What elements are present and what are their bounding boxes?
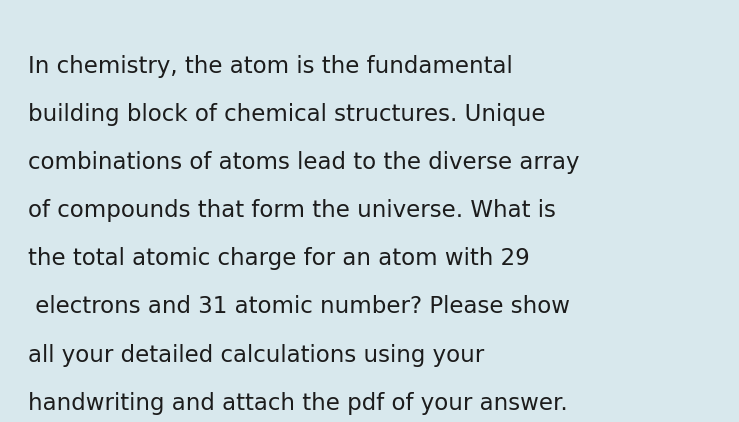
Text: electrons and 31 atomic number? Please show: electrons and 31 atomic number? Please s…: [28, 295, 570, 319]
Text: handwriting and attach the pdf of your answer.: handwriting and attach the pdf of your a…: [28, 392, 568, 415]
Text: building block of chemical structures. Unique: building block of chemical structures. U…: [28, 103, 545, 126]
Text: In chemistry, the atom is the fundamental: In chemistry, the atom is the fundamenta…: [28, 55, 513, 78]
Text: all your detailed calculations using your: all your detailed calculations using you…: [28, 344, 484, 367]
Text: combinations of atoms lead to the diverse array: combinations of atoms lead to the divers…: [28, 151, 579, 174]
Text: of compounds that form the universe. What is: of compounds that form the universe. Wha…: [28, 199, 556, 222]
Text: the total atomic charge for an atom with 29: the total atomic charge for an atom with…: [28, 247, 530, 271]
